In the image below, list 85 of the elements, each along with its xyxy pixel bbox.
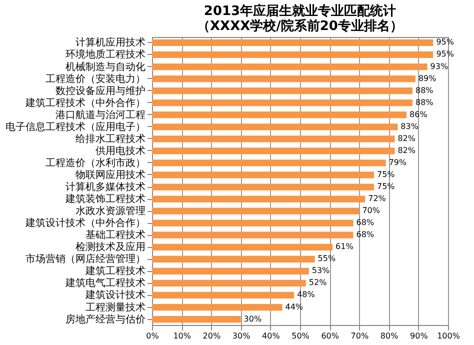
y-tick-label: 电子信息工程技术（应用电子） [6,120,146,133]
data-label: 83% [400,122,419,131]
y-tick-label: 水政水资源管理 [76,205,146,218]
bar [152,124,398,130]
data-label: 95% [436,38,454,47]
y-tick-label: 港口航道与治河工程 [56,108,146,121]
bar [152,148,395,154]
data-label: 88% [415,86,434,95]
x-tick-label: 40% [262,332,280,340]
y-tick-label: 数控设备应用与维护 [56,84,146,97]
bar [152,232,354,238]
bar [152,268,309,274]
data-label: 79% [388,158,408,167]
data-label: 68% [356,218,374,228]
x-tick-label: 90% [410,332,428,340]
x-tick-label: 80% [380,332,399,340]
y-tick-label: 检测技术及应用 [76,241,146,254]
data-label: 86% [410,110,428,119]
y-tick-label: 工程造价（安装电力） [46,72,146,85]
bar [152,88,412,94]
x-tick-label: 30% [232,332,251,340]
data-label: 75% [377,182,396,192]
bar [152,136,395,142]
data-label: 93% [430,62,448,71]
bar [152,184,374,190]
y-tick-label: 工程测量技术 [86,301,146,314]
x-tick-label: 70% [350,332,369,340]
y-tick-label: 物联网应用技术 [76,168,146,181]
y-tick-label: 基础工程技术 [86,229,146,242]
y-tick-label: 工程造价（水利市政） [46,156,146,169]
data-label: 95% [436,50,454,59]
x-tick-label: 60% [321,332,340,340]
y-tick-label: 建筑工程技术 [84,265,146,278]
bar [152,244,333,250]
x-tick-label: 50% [292,332,310,340]
bar [152,280,306,287]
y-tick-label: 建筑设计技术（中外合作） [24,217,146,230]
bar [152,220,354,226]
data-label: 75% [377,170,396,179]
data-label: 89% [418,74,437,83]
x-tick-label: 0% [146,332,160,340]
bar [152,196,366,202]
bar [152,208,360,214]
y-tick-label: 建筑装饰工程技术 [64,193,146,206]
bar [152,39,434,46]
data-label: 70% [362,206,380,216]
bar [152,63,428,70]
bar [152,112,407,118]
x-tick-label: 10% [173,332,192,340]
x-tick-label: 100% [437,332,460,340]
data-label: 61% [336,242,354,252]
data-label: 55% [318,254,336,264]
data-label: 52% [308,278,328,288]
y-tick-label: 建筑工程技术（中外合作） [24,96,146,109]
y-tick-label: 供用电技术 [96,144,146,157]
bar [152,256,315,262]
data-label: 88% [415,98,434,107]
bar [152,292,294,299]
data-label: 44% [285,302,304,312]
y-tick-label: 房地产经营与估价 [66,313,146,326]
y-tick-label: 建筑设计技术 [84,289,146,302]
bar [152,316,241,323]
data-label: 72% [368,194,386,204]
data-label: 68% [356,230,374,240]
data-label: 48% [297,290,316,300]
text: 2013年应届生就业专业匹配统计 [204,4,396,19]
bar [152,304,282,311]
data-label: 82% [398,146,416,155]
y-tick-label: 环境地质工程技术 [66,48,146,61]
bar [152,100,412,106]
bar [152,172,374,178]
text: （XXXX学校/院系前20专业排名） [197,19,403,34]
bar [152,51,434,58]
y-tick-label: 机械制造与自动化 [66,60,146,73]
bar [152,75,416,82]
data-label: 53% [312,266,330,276]
x-tick-label: 20% [202,332,221,340]
y-tick-label: 建筑电气工程技术 [64,277,146,290]
y-tick-label: 市场营销（网店经营管理） [26,253,146,266]
data-label: 82% [398,134,416,143]
data-label: 30% [244,314,262,324]
y-tick-label: 计算机应用技术 [76,36,146,49]
bar [152,160,386,166]
y-tick-label: 给排水工程技术 [76,132,146,145]
y-tick-label: 计算机多媒体技术 [66,181,146,194]
